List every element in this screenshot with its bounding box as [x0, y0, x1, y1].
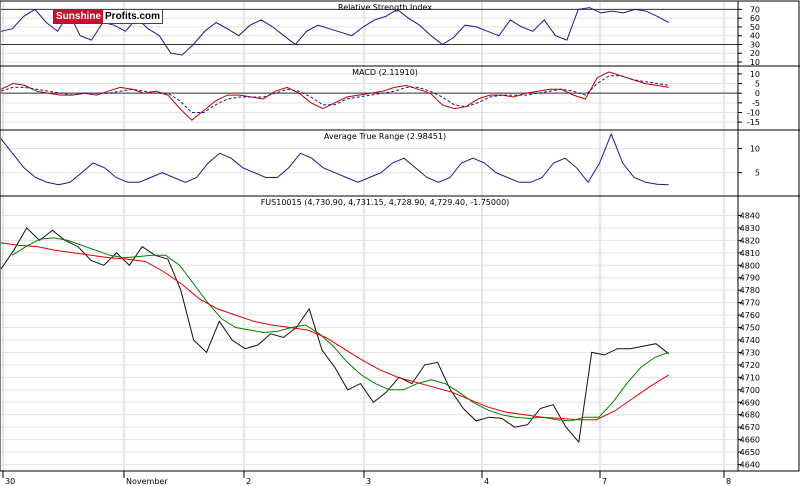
macd-y-tick-label-4: 5	[755, 80, 760, 89]
rsi-y-tick-label-0: 10	[750, 58, 760, 67]
price-y-tick-label-2: 4660	[740, 436, 760, 445]
sunshine-profits-logo: Sunshine Profits.com	[53, 9, 164, 24]
rsi-y-tick-label-2: 30	[750, 40, 760, 49]
price-y-tick-label-16: 4800	[740, 261, 760, 270]
price-y-tick-label-9: 4730	[740, 348, 760, 357]
logo-part-1: Sunshine	[54, 10, 104, 23]
price-y-tick-label-10: 4740	[740, 336, 760, 345]
macd-series-1	[0, 75, 669, 113]
price-y-tick-label-19: 4830	[740, 224, 760, 233]
chart-frame	[0, 0, 800, 472]
atr-panel: 5 10 Average True Range (2.98451)	[0, 129, 800, 186]
price-y-tick-label-11: 4750	[740, 324, 760, 333]
rsi-y-tick-label-6: 70	[750, 5, 760, 14]
price-y-tick-label-17: 4810	[740, 249, 760, 258]
price-y-tick-label-14: 4780	[740, 286, 760, 295]
x-tick-label-5: 7	[602, 477, 607, 486]
price-y-tick-label-8: 4720	[740, 361, 760, 370]
macd-y-tick-label-5: 10	[750, 70, 760, 79]
atr-title: Average True Range (2.98451)	[324, 132, 446, 141]
rsi-y-tick-label-4: 50	[750, 23, 760, 32]
price-y-tick-label-6: 4700	[740, 386, 760, 395]
rsi-y-tick-label-1: 20	[750, 49, 760, 58]
logo-part-2: Profits.com	[103, 10, 163, 23]
macd-y-tick-label-2: -5	[752, 99, 760, 108]
price-y-tick-label-1: 4650	[740, 448, 760, 457]
x-tick-label-3: 3	[366, 477, 371, 486]
price-y-tick-label-20: 4840	[740, 211, 760, 220]
price-y-tick-label-13: 4770	[740, 299, 760, 308]
macd-y-tick-label-0: -15	[747, 118, 760, 127]
rsi-y-tick-label-3: 40	[750, 32, 760, 41]
price-y-tick-label-0: 4640	[740, 461, 760, 470]
price-y-tick-label-18: 4820	[740, 236, 760, 245]
x-tick-label-0: 30	[5, 477, 15, 486]
macd-y-tick-label-1: -10	[747, 108, 760, 117]
price-y-tick-label-7: 4710	[740, 373, 760, 382]
price-y-tick-label-3: 4670	[740, 423, 760, 432]
x-tick-label-2: 2	[246, 477, 251, 486]
price-y-tick-label-5: 4690	[740, 398, 760, 407]
x-tick-label-1: November	[126, 477, 168, 486]
macd-y-tick-label-3: 0	[755, 89, 760, 98]
price-series-0	[0, 227, 670, 444]
price-panel: 4640 4650 4660 4670 4680 4690 4700 4710 4720 4730…	[0, 195, 800, 470]
price-title: FUS10015 (4,730.90, 4,731.15, 4,728.90, …	[261, 198, 510, 207]
atr-y-tick-label-0: 5	[755, 169, 760, 178]
rsi-title: Relative Strength Index	[338, 3, 432, 12]
x-tick-label-6: 8	[726, 477, 731, 486]
atr-series-0	[0, 132, 669, 186]
price-series-2	[0, 242, 669, 421]
rsi-y-tick-label-5: 60	[750, 14, 760, 23]
x-axis: 30 November 2 3 4 7 8	[2, 471, 731, 486]
macd-series-0	[0, 71, 669, 121]
x-tick-label-4: 4	[484, 477, 489, 486]
macd-title: MACD (2.11910)	[352, 68, 418, 77]
price-y-tick-label-4: 4680	[740, 411, 760, 420]
price-y-tick-label-12: 4760	[740, 311, 760, 320]
price-y-tick-label-15: 4790	[740, 274, 760, 283]
atr-y-tick-label-1: 10	[750, 145, 760, 154]
price-series-1	[11, 237, 669, 422]
rsi-series-0	[0, 7, 669, 56]
